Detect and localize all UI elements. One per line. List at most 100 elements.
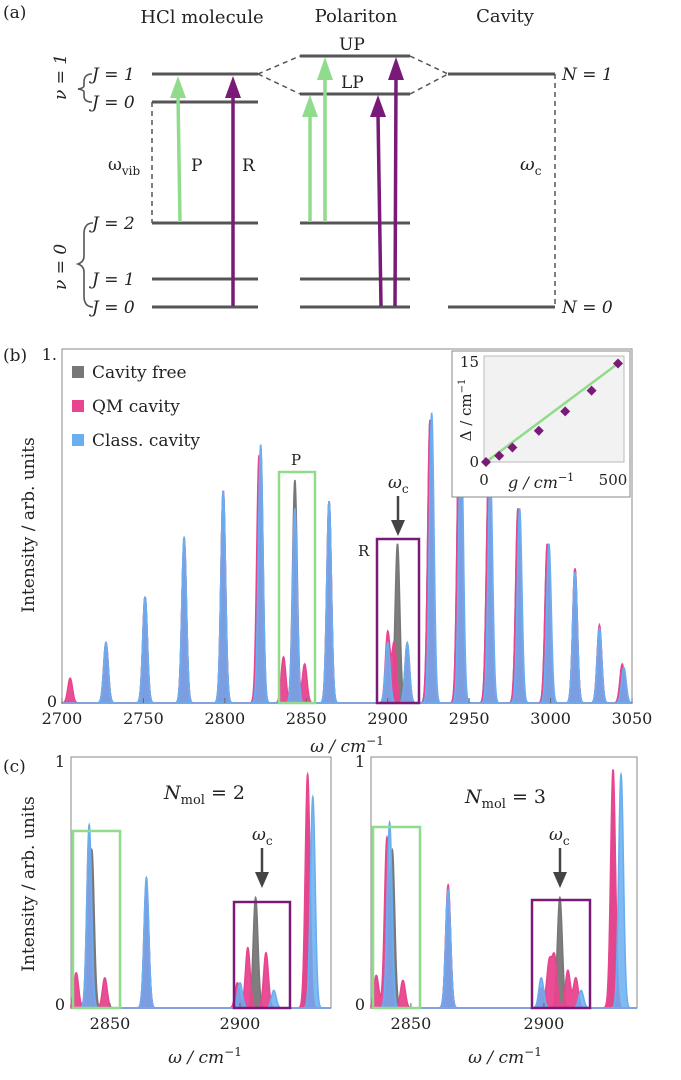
inset-plot-area (483, 355, 625, 463)
y-tick-label: 1 (55, 752, 65, 771)
label-v0: ν = 0 (51, 244, 71, 290)
x-tick-label: 2850 (90, 1014, 131, 1033)
x-tick-label: 3050 (612, 709, 653, 728)
x-tick-label: 2700 (42, 709, 83, 728)
label-v1: ν = 1 (51, 54, 71, 100)
omega-c-label-c-left: ωc (252, 825, 273, 848)
inset-fit-line (485, 362, 619, 464)
legend-label-class-cavity: Class. cavity (92, 431, 200, 451)
label-up: UP (339, 35, 365, 55)
marker-box-p (277, 470, 317, 705)
x-tick-label: 2850 (286, 709, 327, 728)
marker-box-r (375, 537, 421, 705)
label-omega-c-cavity: ωc (520, 154, 542, 178)
omega-c-label-b: ωc (388, 473, 409, 496)
arrow-p-lp (302, 95, 318, 117)
panel-a-label: (a) (3, 3, 26, 23)
label-j0-upper: J = 0 (89, 93, 135, 113)
legend-swatch-cavity-free (72, 366, 84, 378)
inset-y-label: Δ / cm−1 (457, 379, 475, 442)
main-axes: 2700 2750 2800 2850 2900 2950 3000 3050 0 1. ω / c… (19, 345, 652, 757)
c-right-box-p (371, 825, 422, 1010)
arrow-r-lp (370, 95, 386, 117)
arrow-p-up (317, 57, 333, 80)
panel-b: (b) 2700 2750 2800 2850 2900 2950 3000 3050 0 1. ω… (3, 345, 652, 757)
c-left-box-r (232, 900, 292, 1010)
y-axis-label: Intensity / arb. units (19, 796, 39, 971)
omega-c-arrowhead-c-right (553, 872, 567, 888)
inset: 0 500 0 15 g / cm−1 Δ / cm−1 (451, 350, 631, 498)
x-axis-label: ω / cm−1 (168, 1045, 242, 1068)
legend-label-cavity-free: Cavity free (92, 363, 187, 383)
c-right-title: Nmol = 3 (464, 786, 546, 812)
c-left-title: Nmol = 2 (163, 782, 245, 808)
inset-point (560, 406, 571, 417)
c-left-box-p (71, 829, 122, 1010)
x-tick-label: 2750 (123, 709, 164, 728)
main-legend: Cavity free QM cavity Class. cavity (72, 363, 200, 451)
series-cavity-free (371, 809, 637, 1009)
x-axis-label: ω / cm−1 (468, 1045, 542, 1068)
label-j1-upper: J = 1 (89, 65, 135, 85)
legend-label-qm-cavity: QM cavity (92, 397, 180, 417)
marker-r-label: R (358, 542, 370, 560)
transition-arrows (170, 57, 404, 307)
legend-swatch-class-cavity (72, 434, 84, 446)
x-axis-label: ω / cm−1 (310, 734, 384, 757)
inset-point (494, 450, 505, 461)
x-tick-label: 2850 (391, 1014, 432, 1033)
omega-c-arrowhead-c-left (255, 872, 269, 888)
arrow-p-molecule (170, 76, 186, 98)
x-tick-label: 2950 (449, 709, 490, 728)
inset-point (586, 385, 597, 396)
x-tick-label: 2900 (367, 709, 408, 728)
y-tick-label: 1. (42, 345, 57, 364)
omega-c-arrowhead-b (391, 520, 405, 536)
x-tick-label: 2900 (220, 1014, 261, 1033)
inset-x-tick-label: 500 (599, 471, 628, 489)
inset-point (481, 457, 491, 467)
inset-x-tick-label: 0 (479, 471, 489, 489)
coupling-dashes (151, 55, 556, 307)
inset-x-label: g / cm−1 (508, 471, 574, 492)
column-title-polariton: Polariton (315, 6, 398, 27)
column-title-cavity: Cavity (476, 6, 535, 27)
x-tick-label: 2900 (524, 1014, 565, 1033)
omega-c-label-c-right: ωc (549, 825, 570, 848)
c-right-box-r (530, 898, 592, 1010)
label-lp: LP (341, 73, 364, 93)
arrow-r-up (388, 57, 404, 80)
y-tick-label: 0 (55, 995, 65, 1014)
arrow-r-molecule (225, 76, 241, 98)
label-j1-lower: J = 1 (89, 270, 135, 290)
series-cavity-free (71, 809, 331, 1009)
plot-c-right-frame (370, 756, 638, 1009)
label-p-transition: P (191, 156, 202, 176)
inset-y-tick-label: 0 (469, 453, 479, 471)
inset-point (613, 358, 623, 369)
inset-point (533, 425, 544, 436)
brace-v0 (75, 222, 94, 308)
inset-y-tick-label: 15 (460, 353, 479, 371)
series-class-cavity (71, 794, 331, 1009)
marker-p-label: P (291, 451, 301, 469)
panel-c: (c) 2850 2900 0 1 ω / cm−1 Intensity / arb. u… (3, 752, 638, 1068)
y-axis-label: Intensity / arb. units (19, 437, 39, 612)
label-omega-vib: ωvib (108, 155, 140, 178)
legend-swatch-qm-cavity (72, 400, 84, 412)
y-tick-label: 0 (355, 995, 365, 1014)
panel-b-label: (b) (3, 346, 27, 366)
panel-a: (a) HCl molecule Polariton Cavity (3, 3, 613, 318)
y-tick-label: 1 (355, 752, 365, 771)
label-n0: N = 0 (561, 298, 613, 318)
y-tick-label: 0 (47, 692, 57, 711)
x-tick-label: 2800 (204, 709, 245, 728)
inset-point (507, 442, 518, 453)
label-j0-lower: J = 0 (89, 298, 135, 318)
x-tick-label: 3000 (530, 709, 571, 728)
label-n1: N = 1 (561, 65, 613, 85)
label-j2: J = 2 (89, 214, 135, 234)
column-title-molecule: HCl molecule (140, 7, 263, 28)
series-qm-cavity (70, 771, 331, 1009)
